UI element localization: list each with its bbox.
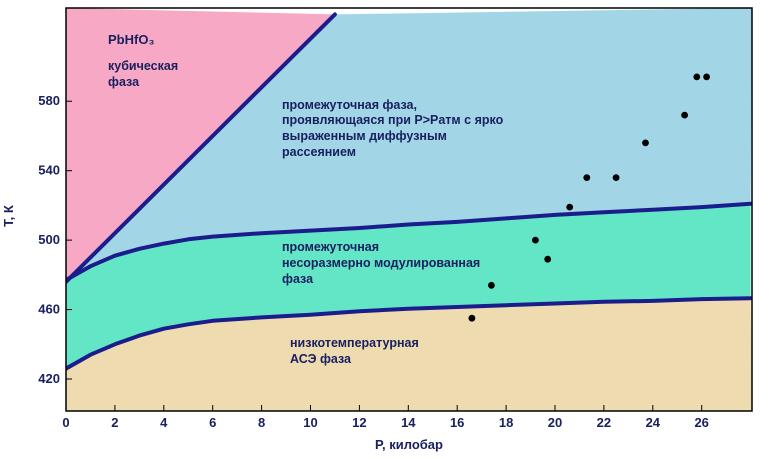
data-point-2 [488,281,495,289]
data-point-1 [468,314,476,322]
data-point-3 [532,236,539,244]
data-point-11 [703,73,710,81]
diffuse-phase-label-line-2: проявляющаяся при P>Pатм с ярко [282,113,504,127]
data-point-4 [544,255,552,263]
x-tick-label: 2 [111,415,118,430]
x-tick-label: 14 [401,415,416,430]
y-tick-label: 420 [38,371,60,386]
phase-boundary-1 [66,12,337,284]
x-axis-title: P, килобар [375,437,443,452]
x-tick-label: 10 [303,415,317,430]
x-tick-label: 8 [258,415,265,430]
y-tick-label: 500 [38,232,60,247]
incommensurate-phase-region [66,203,751,369]
compound-label: PbHfO₃ [108,32,154,47]
x-tick-label: 16 [450,415,464,430]
data-points-layer [468,73,710,322]
x-tick-label: 12 [352,415,366,430]
y-tick-label: 460 [38,302,60,317]
data-point-7 [612,174,620,182]
phase-boundaries-layer [66,12,752,371]
data-point-8 [642,139,649,147]
cubic-phase-label-line-2: фаза [108,75,140,89]
y-tick-label: 580 [38,93,60,108]
y-tick-label: 540 [38,163,60,178]
diffuse-phase-label-line-3: выраженным диффузным [282,129,447,143]
x-tick-label: 20 [548,415,562,430]
x-tick-label: 0 [62,415,69,430]
cubic-phase-label-line-1: кубическая [108,59,178,73]
incommensurate-phase-label-line-1: промежуточная [282,240,379,254]
x-tick-label: 6 [209,415,216,430]
incommensurate-phase-label-line-2: несоразмерно модулированная [282,256,480,270]
low-temp-phase-region [66,298,752,411]
data-point-5 [566,203,574,211]
x-tick-label: 24 [646,415,661,430]
low-temp-phase-label-line-1: низкотемпературная [290,336,419,350]
x-tick-label: 22 [597,415,611,430]
incommensurate-phase-label-line-3: фаза [282,272,314,286]
diffuse-phase-label-line-4: рассеянием [282,145,356,159]
plot-frame [65,7,753,412]
diffuse-phase-label-line-1: промежуточная фаза, [282,98,417,112]
low-temp-phase-label-line-2: АСЭ фаза [290,352,352,366]
phase-boundary-2 [66,201,752,282]
data-point-9 [681,111,688,119]
data-point-6 [583,174,591,182]
y-axis-title: T, К [1,205,16,227]
x-tick-label: 4 [160,415,168,430]
data-point-10 [693,73,701,81]
x-tick-label: 26 [694,415,708,430]
phase-boundary-3 [66,296,752,371]
x-tick-label: 18 [499,415,513,430]
